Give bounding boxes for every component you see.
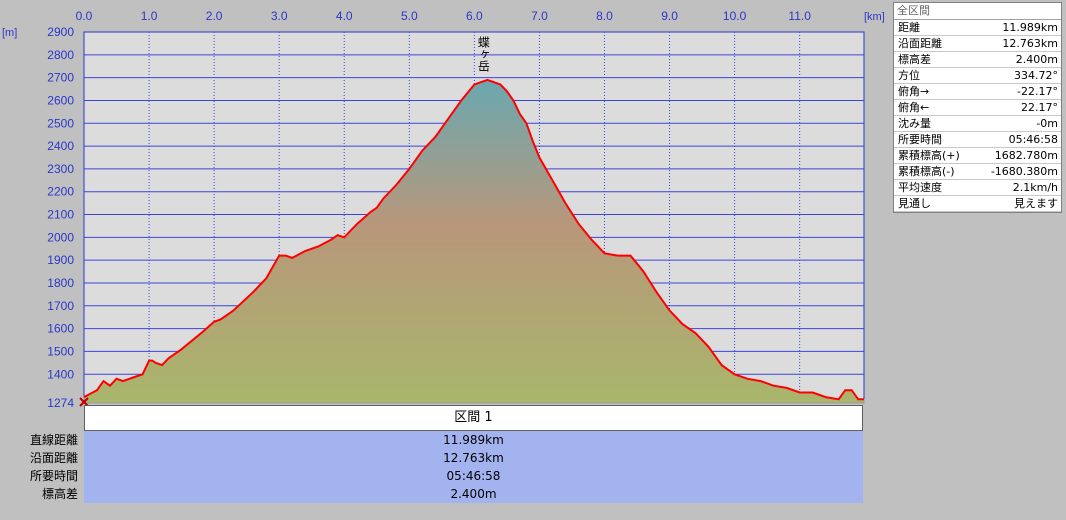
stat-value: 2.1km/h — [1012, 181, 1058, 194]
stat-value: 334.72° — [1014, 69, 1058, 82]
section-row-label: 直線距離 — [29, 433, 78, 447]
stat-label: 沈み量 — [898, 117, 931, 130]
stat-row: 標高差 2.400m — [894, 52, 1061, 68]
stat-row: 方位 334.72° — [894, 68, 1061, 84]
x-tick-label: 9.0 — [661, 9, 678, 23]
x-tick-label: 1.0 — [141, 9, 158, 23]
stat-value: 1682.780m — [994, 149, 1058, 162]
x-tick-label: 8.0 — [596, 9, 613, 23]
section-row-value: 12.763km — [443, 451, 504, 465]
stat-label: 累積標高(-) — [898, 165, 955, 178]
x-tick-label: 11.0 — [788, 9, 811, 23]
y-tick-label: 2100 — [47, 208, 74, 222]
x-tick-label: 4.0 — [336, 9, 353, 23]
y-tick-label: 2600 — [47, 93, 74, 107]
y-tick-label: 2700 — [47, 71, 74, 85]
stat-row: 平均速度 2.1km/h — [894, 180, 1061, 196]
y-tick-label: 2200 — [47, 185, 74, 199]
stat-label: 方位 — [898, 69, 920, 82]
section-header[interactable]: 区間 1 — [84, 405, 863, 431]
x-axis-ticks: 0.0 1.0 2.0 3.0 4.0 5.0 6.0 7.0 8.0 9.0 10.0 11.0 — [76, 9, 812, 23]
section-row-value: 05:46:58 — [446, 469, 501, 483]
stat-label: 俯角← — [898, 101, 930, 114]
x-tick-label: 5.0 — [401, 9, 418, 23]
peak-annotation: 蝶ヶ岳 — [476, 35, 490, 72]
stat-label: 距離 — [898, 21, 920, 34]
start-marker-icon[interactable] — [79, 397, 89, 407]
y-tick-label: 2900 — [47, 25, 74, 39]
stat-label: 標高差 — [898, 53, 931, 66]
x-tick-label: 7.0 — [531, 9, 548, 23]
y-tick-label: 2400 — [47, 139, 74, 153]
x-tick-label: 10.0 — [723, 9, 747, 23]
stat-label: 沿面距離 — [898, 37, 942, 50]
y-tick-label: 2000 — [47, 230, 74, 244]
stat-value: 22.17° — [1021, 101, 1058, 114]
stat-label: 見通し — [898, 197, 931, 210]
x-tick-label: 6.0 — [466, 9, 483, 23]
x-tick-label: 3.0 — [271, 9, 288, 23]
stat-label: 所要時間 — [898, 133, 942, 146]
x-tick-label: 0.0 — [76, 9, 93, 23]
stats-title[interactable]: 全区間 — [894, 3, 1061, 20]
section-row-value: 2.400m — [450, 487, 497, 501]
section-labels: 直線距離沿面距離所要時間標高差 — [0, 431, 78, 503]
stat-row: 累積標高(+) 1682.780m — [894, 148, 1061, 164]
peak-label: 蝶ヶ岳 — [476, 35, 490, 72]
stat-value: 見えます — [1014, 197, 1058, 210]
stat-value: 2.400m — [1015, 53, 1058, 66]
stat-label: 累積標高(+) — [898, 149, 960, 162]
y-tick-label: 1400 — [47, 367, 74, 381]
section-row-label: 所要時間 — [29, 469, 78, 483]
stats-panel: 全区間 距離 11.989km 沿面距離 12.763km 標高差 2.400m 方位 334… — [893, 2, 1062, 213]
section-values: 11.989km 12.763km 05:46:58 2.400m — [84, 431, 863, 503]
stat-row: 所要時間 05:46:58 — [894, 132, 1061, 148]
x-tick-label: 2.0 — [206, 9, 223, 23]
y-tick-label: 1274 — [47, 396, 74, 410]
stat-value: 11.989km — [1002, 21, 1058, 34]
stat-row: 沿面距離 12.763km — [894, 36, 1061, 52]
stat-value: 05:46:58 — [1008, 133, 1058, 146]
section-row-label: 沿面距離 — [29, 451, 78, 465]
stat-row: 俯角→ -22.17° — [894, 84, 1061, 100]
x-unit-label: [km] — [864, 11, 885, 23]
stat-value: 12.763km — [1002, 37, 1058, 50]
stat-row: 俯角← 22.17° — [894, 100, 1061, 116]
y-tick-label: 1900 — [47, 253, 74, 267]
section-row-value: 11.989km — [443, 433, 504, 447]
stat-row: 沈み量 -0m — [894, 116, 1061, 132]
stat-label: 俯角→ — [898, 85, 930, 98]
y-tick-label: 2500 — [47, 116, 74, 130]
y-tick-label: 2300 — [47, 162, 74, 176]
y-axis-ticks: 2900 2800 2700 2600 2500 2400 2300 2200 2100 2000… — [47, 25, 74, 410]
stat-value: -1680.380m — [990, 165, 1058, 178]
y-tick-label: 1800 — [47, 276, 74, 290]
stat-value: -0m — [1036, 117, 1058, 130]
elevation-profile-line — [83, 78, 864, 401]
y-tick-label: 1600 — [47, 322, 74, 336]
stat-row: 距離 11.989km — [894, 20, 1061, 36]
y-tick-label: 1700 — [47, 299, 74, 313]
y-tick-label: 2800 — [47, 48, 74, 62]
stat-row: 見通し 見えます — [894, 196, 1061, 212]
y-tick-label: 1500 — [47, 344, 74, 358]
y-unit-label: [m] — [2, 27, 17, 39]
elevation-line — [83, 78, 864, 401]
section-row-label: 標高差 — [41, 487, 78, 501]
stat-row: 累積標高(-) -1680.380m — [894, 164, 1061, 180]
stat-value: -22.17° — [1017, 85, 1058, 98]
stat-label: 平均速度 — [898, 181, 942, 194]
